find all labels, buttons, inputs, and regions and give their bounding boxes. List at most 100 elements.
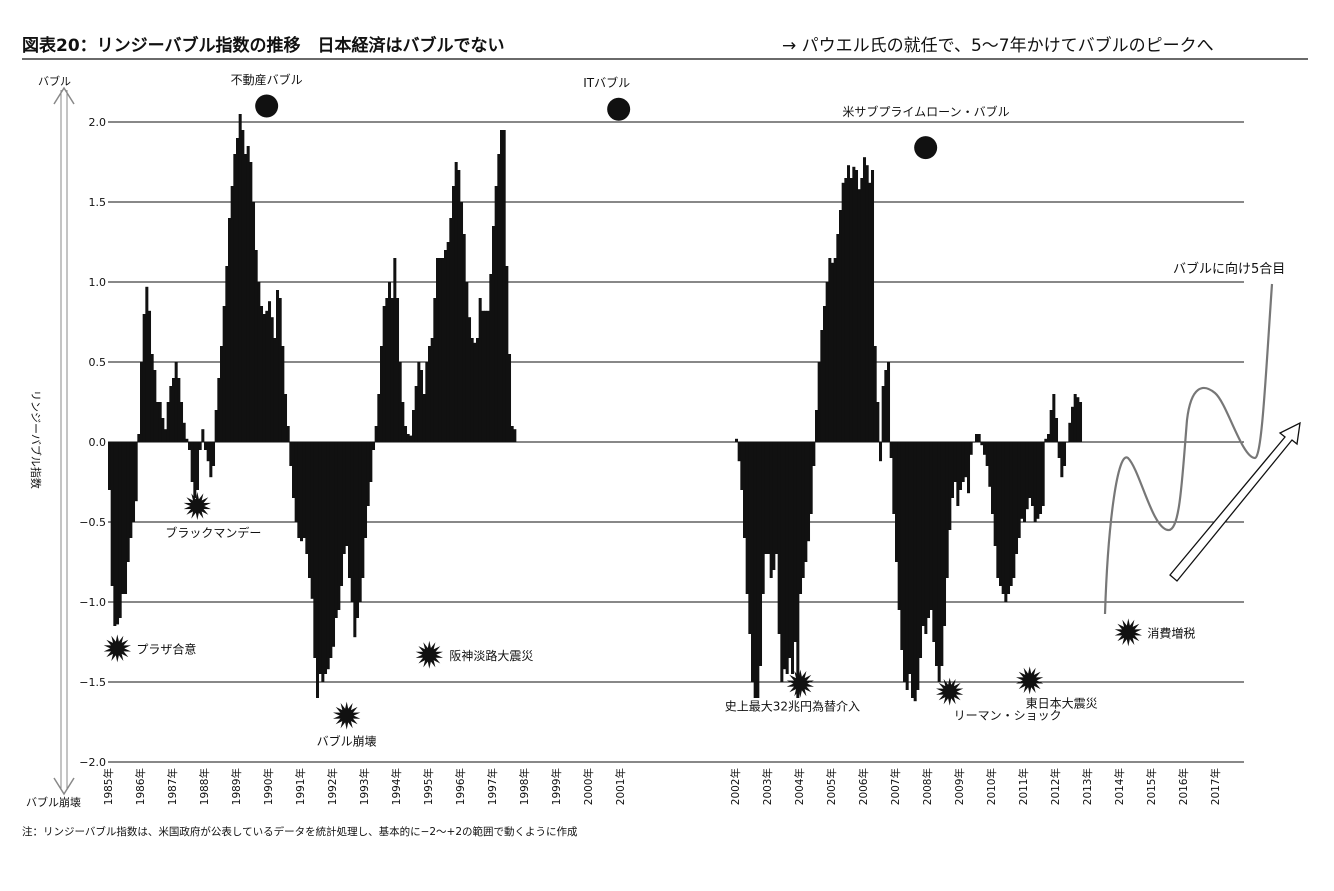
bar <box>425 362 429 442</box>
bar <box>956 442 960 506</box>
bar <box>441 258 445 442</box>
bar <box>743 442 747 538</box>
bar <box>1055 418 1059 442</box>
x-tick-label: 2003年 <box>761 768 774 805</box>
bar <box>398 362 402 442</box>
y-tick-label: −1.0 <box>79 596 106 609</box>
bar <box>494 186 498 442</box>
bar <box>761 442 765 594</box>
bar <box>137 434 141 442</box>
bar <box>284 394 288 442</box>
bar <box>985 442 989 466</box>
bar <box>748 442 752 634</box>
bar <box>430 338 434 442</box>
bar <box>478 298 482 442</box>
bar <box>1004 442 1008 602</box>
bar <box>406 434 410 442</box>
bar <box>756 442 760 698</box>
crash-star-icon <box>1016 666 1044 695</box>
bar <box>214 410 218 442</box>
x-tick-label: 2006年 <box>857 768 870 805</box>
x-tick-label: 1992年 <box>326 768 339 805</box>
y-tick-label: −1.5 <box>79 676 106 689</box>
bar <box>505 266 509 442</box>
bar <box>764 442 768 554</box>
bar <box>852 166 856 443</box>
bar <box>348 442 352 578</box>
bar <box>948 442 952 530</box>
bar <box>905 442 909 690</box>
bar <box>342 442 346 554</box>
bar <box>206 442 210 462</box>
bar <box>321 442 325 682</box>
bar <box>145 286 149 442</box>
bar <box>268 301 272 442</box>
footnote: 注：リンジーバブル指数は、米国政府が公表しているデータを統計処理し、基本的に−2… <box>22 825 578 838</box>
crash-label: ブラックマンデー <box>165 525 261 540</box>
bar <box>884 370 888 442</box>
bar <box>225 266 229 442</box>
bar <box>438 258 442 442</box>
bar <box>113 442 117 626</box>
bar <box>911 442 915 698</box>
bar <box>204 442 208 450</box>
bar <box>740 442 744 490</box>
bar <box>180 402 184 442</box>
bar <box>436 258 440 442</box>
bar <box>249 162 253 442</box>
x-tick-label: 2014年 <box>1113 768 1126 805</box>
bar <box>484 310 488 442</box>
crash-label: リーマン・ショック <box>954 709 1062 723</box>
y-tick-label: −2.0 <box>79 756 106 769</box>
bar <box>913 442 917 702</box>
crash-star-icon <box>786 669 814 698</box>
bar <box>230 186 234 442</box>
bar <box>508 354 512 442</box>
y-tick-label: 1.5 <box>89 196 107 209</box>
bar <box>1039 442 1043 514</box>
x-tick-labels: 1985年 1986年 1987年 1988年 1989年 1990年 1991年 1992年… <box>102 768 1222 805</box>
bar <box>182 422 186 442</box>
bar <box>316 442 320 698</box>
x-tick-label: 2007年 <box>889 768 902 805</box>
bar <box>983 442 987 455</box>
bar <box>470 338 474 442</box>
bar <box>486 310 490 442</box>
bar <box>385 298 389 442</box>
bar <box>953 442 957 482</box>
bar <box>889 442 893 458</box>
crash-label: バブル崩壊 <box>317 734 377 749</box>
bar <box>836 234 840 442</box>
bar <box>1068 422 1072 442</box>
bar <box>1044 438 1048 442</box>
bar <box>126 442 130 562</box>
bar <box>812 442 816 466</box>
bar <box>868 182 872 443</box>
projection-curve <box>1103 283 1274 615</box>
bar <box>356 442 360 618</box>
bar <box>345 442 349 546</box>
bar <box>422 394 426 442</box>
bar <box>857 189 861 442</box>
bar <box>366 442 370 506</box>
x-tick-label: 2000年 <box>582 768 595 805</box>
bar <box>1079 402 1083 442</box>
bar <box>377 394 381 442</box>
bar <box>887 362 891 442</box>
bar <box>318 442 322 674</box>
bar <box>785 442 789 674</box>
crash-star-icon <box>936 677 964 706</box>
bar <box>286 426 290 442</box>
bar <box>775 442 779 554</box>
x-tick-label: 2009年 <box>953 768 966 805</box>
bar <box>449 218 453 442</box>
y-tick-label: −0.5 <box>79 516 106 529</box>
x-tick-label: 1998年 <box>518 768 531 805</box>
bar <box>300 442 304 542</box>
bar <box>140 362 144 442</box>
x-tick-label: 1993年 <box>358 768 371 805</box>
bar <box>1076 397 1080 442</box>
bar <box>751 442 755 682</box>
